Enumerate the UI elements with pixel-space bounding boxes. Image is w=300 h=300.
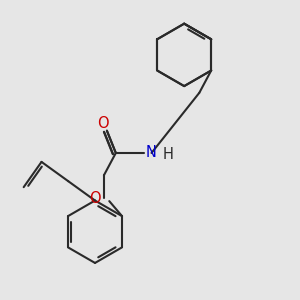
Text: O: O [89, 191, 101, 206]
Text: H: H [162, 147, 173, 162]
Text: N: N [146, 146, 157, 160]
Text: O: O [97, 116, 108, 131]
